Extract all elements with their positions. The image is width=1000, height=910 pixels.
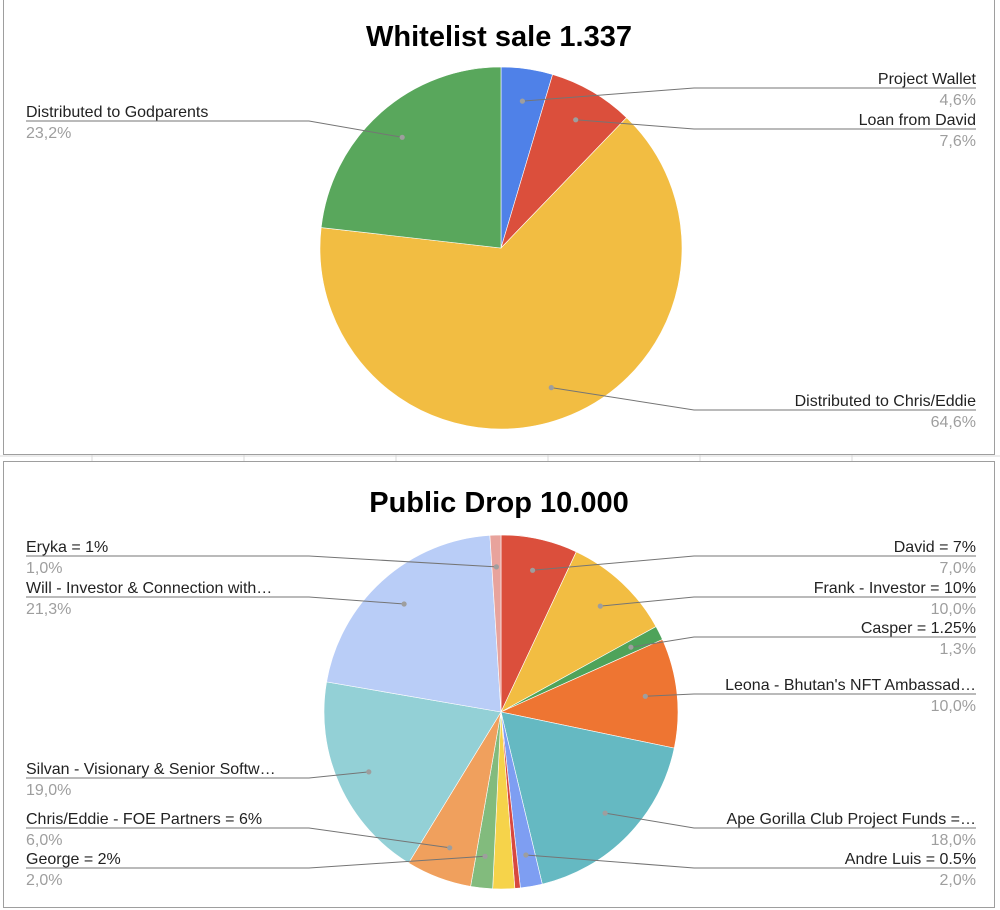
public-drop-percent-will-investor-connection-with: 21,3% [26, 601, 71, 618]
public-drop-slice-will-investor-connection-with-11[interactable] [326, 535, 502, 713]
public-drop-leader-dot-david-7 [530, 567, 536, 573]
public-drop-slice-frank-investor-10-1[interactable] [500, 551, 657, 713]
public-drop-leader-line-ape-gorilla-club-project-funds [605, 812, 976, 829]
whitelist-percent-distributed-to-chris-eddie: 64,6% [931, 414, 976, 431]
public-drop-leader-line-george-2 [26, 855, 486, 869]
public-drop-percent-chris-eddie-foe-partners-6: 6,0% [26, 832, 62, 849]
public-drop-leader-dot-ape-gorilla-club-project-funds [602, 810, 608, 816]
public-drop-leader-line-silvan-visionary-senior-softw [26, 771, 369, 779]
public-drop-percent-david-7: 7,0% [940, 560, 976, 577]
public-drop-leader-line-andre-luis-0-5 [525, 854, 976, 869]
public-drop-leader-dot-leona-bhutan-s-nft-ambassad [642, 693, 648, 699]
whitelist-slice-distributed-to-chris-eddie-2[interactable] [319, 117, 683, 430]
whitelist-leader-line-loan-from-david [575, 119, 976, 130]
public-drop-leader-dot-george-2 [482, 853, 488, 859]
public-drop-label-casper-1-25: Casper = 1.25% [861, 620, 976, 637]
whitelist-label-project-wallet: Project Wallet [878, 71, 977, 88]
public-drop-chart-title: Public Drop 10.000 [369, 487, 629, 519]
whitelist-label-distributed-to-chris-eddie: Distributed to Chris/Eddie [795, 393, 977, 410]
whitelist-label-loan-from-david: Loan from David [859, 112, 976, 129]
public-drop-percent-eryka-1: 1,0% [26, 560, 62, 577]
whitelist-chart-title: Whitelist sale 1.337 [366, 21, 632, 53]
public-drop-percent-andre-luis-0-5: 2,0% [940, 872, 976, 889]
whitelist-label-distributed-to-godparents: Distributed to Godparents [26, 104, 208, 121]
public-drop-slice-eryka-1-12[interactable] [489, 534, 502, 713]
whitelist-leader-dot-distributed-to-chris-eddie [548, 385, 554, 391]
public-drop-label-silvan-visionary-senior-softw: Silvan - Visionary & Senior Softw… [26, 761, 276, 778]
whitelist-leader-line-distributed-to-godparents [26, 120, 403, 138]
whitelist-leader-dot-distributed-to-godparents [399, 134, 405, 140]
whitelist-sale-chart[interactable]: Whitelist sale 1.337 Project Wallet 4,6% Lo… [3, 0, 995, 455]
public-drop-percent-leona-bhutan-s-nft-ambassad: 10,0% [931, 698, 976, 715]
public-drop-label-eryka-1: Eryka = 1% [26, 539, 108, 556]
public-drop-leader-dot-frank-investor-10 [597, 603, 603, 609]
public-drop-leader-line-will-investor-connection-with [26, 596, 405, 605]
public-drop-leader-line-eryka-1 [26, 555, 497, 568]
whitelist-percent-distributed-to-godparents: 23,2% [26, 125, 71, 142]
public-drop-leader-line-casper-1-25 [630, 636, 976, 648]
public-drop-leader-dot-silvan-visionary-senior-softw [366, 769, 372, 775]
whitelist-sale-pie-svg: Whitelist sale 1.337 Project Wallet 4,6% Lo… [26, 21, 977, 431]
whitelist-percent-loan-from-david: 7,6% [940, 133, 976, 150]
public-drop-pie-svg: Public Drop 10.000 David = 7% 7,0% Frank - … [26, 487, 976, 890]
public-drop-percent-silvan-visionary-senior-softw: 19,0% [26, 782, 71, 799]
public-drop-leader-dot-casper-1-25 [628, 644, 634, 650]
public-drop-chart[interactable]: Public Drop 10.000 David = 7% 7,0% Frank - … [3, 461, 995, 908]
public-drop-label-leona-bhutan-s-nft-ambassad: Leona - Bhutan's NFT Ambassad… [725, 677, 976, 694]
public-drop-leader-dot-chris-eddie-foe-partners-6 [447, 845, 453, 851]
public-drop-slice-silvan-visionary-senior-softw-10[interactable] [323, 681, 502, 864]
public-drop-percent-george-2: 2,0% [26, 872, 62, 889]
public-drop-leader-line-chris-eddie-foe-partners-6 [26, 827, 450, 849]
public-drop-percent-casper-1-25: 1,3% [940, 641, 976, 658]
public-drop-label-ape-gorilla-club-project-funds: Ape Gorilla Club Project Funds =… [727, 811, 976, 828]
public-drop-leader-dot-eryka-1 [493, 564, 499, 570]
public-drop-percent-ape-gorilla-club-project-funds: 18,0% [931, 832, 976, 849]
public-drop-leader-dot-will-investor-connection-with [401, 601, 407, 607]
whitelist-slice-distributed-to-godparents-3[interactable] [320, 66, 502, 249]
public-drop-percent-frank-investor-10: 10,0% [931, 601, 976, 618]
public-drop-leader-line-frank-investor-10 [600, 596, 976, 607]
public-drop-label-andre-luis-0-5: Andre Luis = 0.5% [845, 851, 976, 868]
public-drop-label-frank-investor-10: Frank - Investor = 10% [814, 580, 976, 597]
whitelist-leader-line-distributed-to-chris-eddie [551, 387, 976, 411]
public-drop-leader-line-leona-bhutan-s-nft-ambassad [645, 693, 976, 697]
whitelist-percent-project-wallet: 4,6% [940, 92, 976, 109]
public-drop-slice-ape-gorilla-club-project-funds-4[interactable] [500, 711, 675, 885]
public-drop-label-david-7: David = 7% [894, 539, 976, 556]
public-drop-leader-dot-andre-luis-0-5 [523, 852, 529, 858]
public-drop-label-george-2: George = 2% [26, 851, 121, 868]
whitelist-leader-dot-loan-from-david [573, 117, 579, 123]
public-drop-label-will-investor-connection-with: Will - Investor & Connection with… [26, 580, 272, 597]
whitelist-leader-dot-project-wallet [519, 98, 526, 104]
public-drop-leader-line-david-7 [532, 555, 976, 571]
public-drop-label-chris-eddie-foe-partners-6: Chris/Eddie - FOE Partners = 6% [26, 811, 262, 828]
whitelist-leader-line-project-wallet [522, 87, 976, 102]
